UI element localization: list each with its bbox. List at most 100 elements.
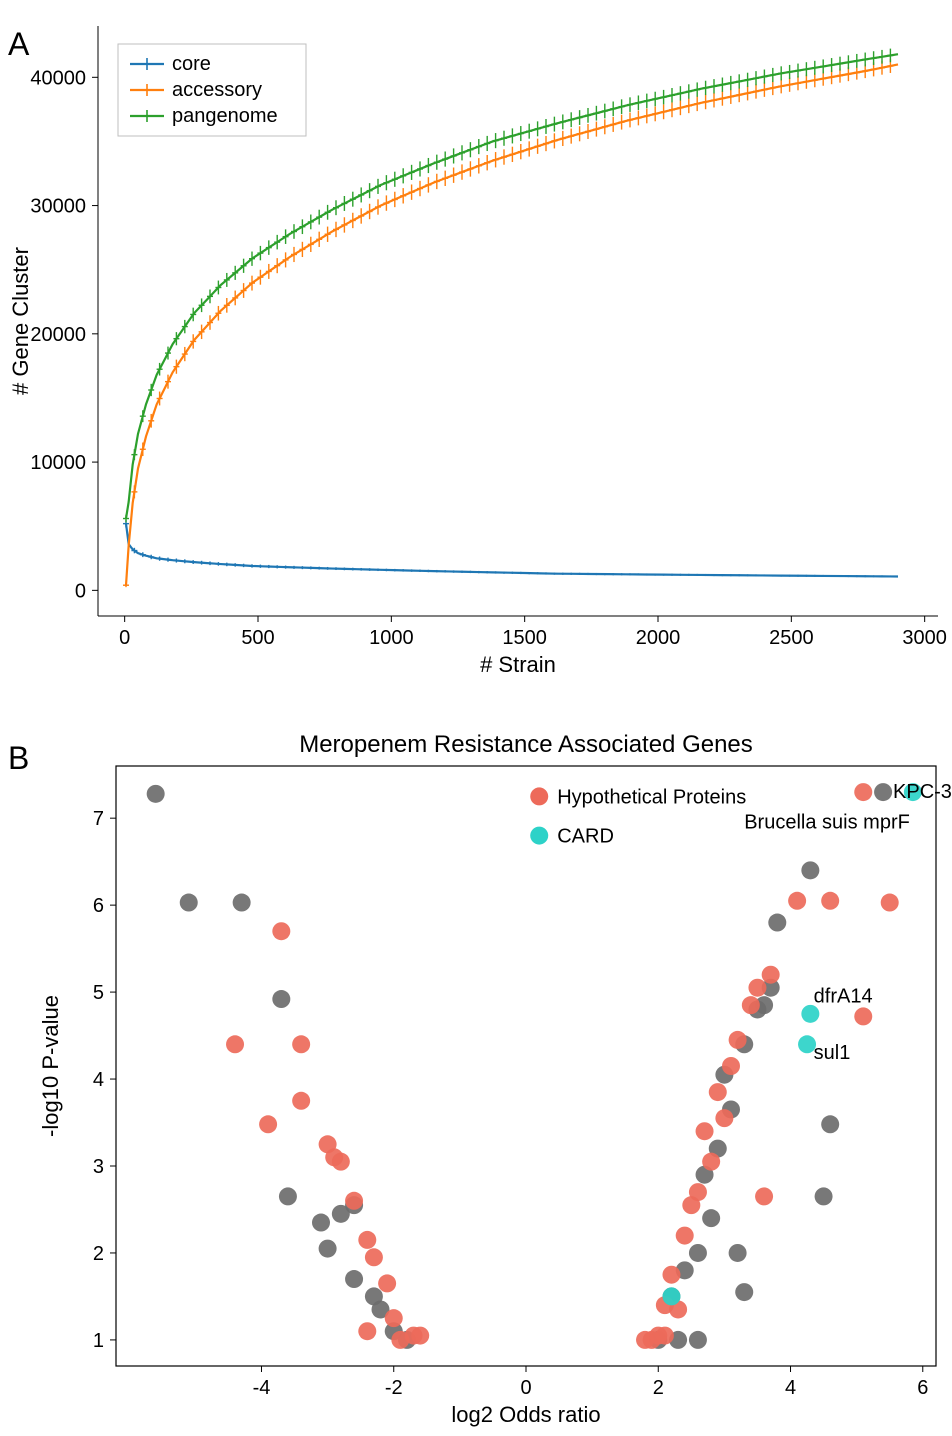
scatter-point bbox=[365, 1248, 383, 1266]
scatter-point bbox=[874, 783, 892, 801]
xtick-label: 2000 bbox=[636, 627, 681, 649]
xtick-label: -4 bbox=[253, 1377, 271, 1399]
legend-label: CARD bbox=[557, 826, 614, 848]
scatter-point bbox=[801, 861, 819, 879]
legend-label: pangenome bbox=[172, 105, 278, 127]
xtick-label: 3000 bbox=[902, 627, 947, 649]
scatter-point bbox=[358, 1322, 376, 1340]
scatter-point bbox=[689, 1244, 707, 1262]
scatter-point bbox=[696, 1122, 714, 1140]
xtick-label: 0 bbox=[119, 627, 130, 649]
scatter-point bbox=[233, 894, 251, 912]
scatter-point bbox=[662, 1266, 680, 1284]
xtick-label: 2500 bbox=[769, 627, 814, 649]
ytick-label: 3 bbox=[93, 1156, 104, 1178]
xtick-label: 500 bbox=[241, 627, 274, 649]
scatter-point bbox=[702, 1209, 720, 1227]
panel-a-label: A bbox=[8, 26, 29, 63]
scatter-point bbox=[319, 1240, 337, 1258]
scatter-point bbox=[715, 1109, 733, 1127]
xtick-label: 4 bbox=[785, 1377, 796, 1399]
scatter-point bbox=[854, 783, 872, 801]
scatter-point bbox=[656, 1327, 674, 1345]
scatter-point bbox=[272, 990, 290, 1008]
panel-b-label: B bbox=[8, 740, 29, 777]
scatter-point bbox=[854, 1007, 872, 1025]
scatter-point bbox=[689, 1183, 707, 1201]
scatter-point bbox=[345, 1192, 363, 1210]
xtick-label: 0 bbox=[520, 1377, 531, 1399]
gene-annotation: Brucella suis mprF bbox=[744, 812, 910, 834]
legend-label: Hypothetical Proteins bbox=[557, 786, 746, 808]
x-axis-label: # Strain bbox=[480, 652, 556, 677]
xtick-label: 1500 bbox=[502, 627, 547, 649]
figure: A B 050010001500200025003000010000200003… bbox=[0, 0, 952, 1436]
xtick-label: 2 bbox=[653, 1377, 664, 1399]
scatter-point bbox=[312, 1214, 330, 1232]
figure-svg: 0500100015002000250030000100002000030000… bbox=[0, 0, 952, 1436]
ytick-label: 4 bbox=[93, 1069, 104, 1091]
scatter-point bbox=[358, 1231, 376, 1249]
ytick-label: 2 bbox=[93, 1243, 104, 1265]
ytick-label: 30000 bbox=[30, 196, 86, 218]
scatter-point bbox=[226, 1035, 244, 1053]
scatter-point bbox=[801, 1005, 819, 1023]
panel-a-legend: core accessory pangenome bbox=[118, 44, 306, 136]
legend-label: accessory bbox=[172, 79, 262, 101]
ytick-label: 7 bbox=[93, 808, 104, 830]
ytick-label: 0 bbox=[75, 580, 86, 602]
ytick-label: 5 bbox=[93, 982, 104, 1004]
scatter-point bbox=[722, 1057, 740, 1075]
panel-a-chart: 0500100015002000250030000100002000030000… bbox=[8, 26, 947, 677]
xtick-label: -2 bbox=[385, 1377, 403, 1399]
scatter-point bbox=[411, 1327, 429, 1345]
scatter-point bbox=[259, 1115, 277, 1133]
xtick-label: 1000 bbox=[369, 627, 414, 649]
x-axis-label: log2 Odds ratio bbox=[451, 1402, 600, 1427]
legend-label: core bbox=[172, 53, 211, 75]
scatter-point bbox=[662, 1287, 680, 1305]
scatter-point bbox=[729, 1031, 747, 1049]
ytick-label: 1 bbox=[93, 1330, 104, 1352]
ytick-label: 20000 bbox=[30, 324, 86, 346]
scatter-point bbox=[881, 894, 899, 912]
legend-marker bbox=[530, 827, 548, 845]
scatter-point bbox=[689, 1331, 707, 1349]
scatter-point bbox=[147, 785, 165, 803]
scatter-point bbox=[279, 1187, 297, 1205]
scatter-point bbox=[180, 894, 198, 912]
scatter-point bbox=[768, 914, 786, 932]
scatter-point bbox=[748, 979, 766, 997]
scatter-point bbox=[709, 1083, 727, 1101]
scatter-point bbox=[729, 1244, 747, 1262]
scatter-point bbox=[735, 1283, 753, 1301]
scatter-point bbox=[815, 1187, 833, 1205]
gene-annotation: dfrA14 bbox=[814, 985, 873, 1007]
scatter-point bbox=[345, 1270, 363, 1288]
scatter-point bbox=[762, 966, 780, 984]
scatter-point bbox=[821, 892, 839, 910]
scatter-point bbox=[742, 996, 760, 1014]
scatter-point bbox=[702, 1153, 720, 1171]
scatter-point bbox=[676, 1227, 694, 1245]
scatter-point bbox=[385, 1309, 403, 1327]
scatter-point bbox=[788, 892, 806, 910]
y-axis-label: # Gene Cluster bbox=[8, 247, 33, 395]
y-axis-label: -log10 P-value bbox=[38, 995, 63, 1137]
ytick-label: 6 bbox=[93, 895, 104, 917]
scatter-point bbox=[292, 1092, 310, 1110]
ytick-label: 40000 bbox=[30, 67, 86, 89]
panel-b-title: Meropenem Resistance Associated Genes bbox=[299, 731, 753, 758]
scatter-point bbox=[378, 1274, 396, 1292]
scatter-point bbox=[292, 1035, 310, 1053]
ytick-label: 10000 bbox=[30, 452, 86, 474]
gene-annotation: sul1 bbox=[814, 1042, 851, 1064]
scatter-point bbox=[755, 1187, 773, 1205]
xtick-label: 6 bbox=[917, 1377, 928, 1399]
gene-annotation: KPC-3 bbox=[893, 781, 952, 803]
series-line bbox=[126, 524, 898, 577]
scatter-point bbox=[272, 922, 290, 940]
scatter-point bbox=[332, 1153, 350, 1171]
legend-marker bbox=[530, 787, 548, 805]
panel-b-chart: Meropenem Resistance Associated Genes -4 -… bbox=[38, 731, 952, 1427]
